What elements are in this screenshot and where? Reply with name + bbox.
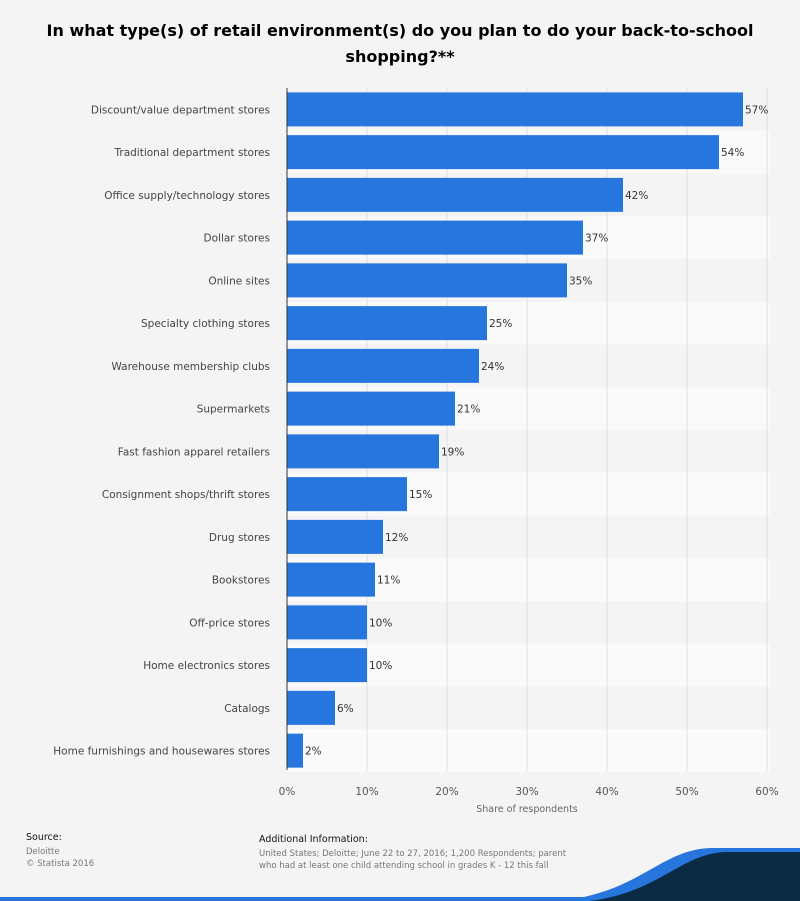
bar[interactable] (287, 562, 375, 597)
value-label: 37% (585, 233, 608, 245)
bar[interactable] (287, 690, 335, 725)
row-band (287, 686, 770, 730)
value-label: 2% (305, 746, 322, 758)
category-label: Off-price stores (189, 617, 270, 629)
category-label: Online sites (208, 275, 270, 287)
bar[interactable] (287, 220, 583, 255)
category-label: Drug stores (209, 532, 270, 544)
bar[interactable] (287, 519, 383, 554)
bar[interactable] (287, 733, 303, 768)
category-label: Office supply/technology stores (104, 190, 270, 202)
x-axis-label: Share of respondents (476, 804, 578, 815)
copyright-text: © Statista 2016 (26, 859, 95, 869)
value-label: 19% (441, 446, 464, 458)
bar[interactable] (287, 648, 367, 683)
source-label: Source: (26, 832, 62, 843)
row-band (287, 729, 770, 772)
bar[interactable] (287, 306, 487, 341)
category-label: Bookstores (212, 575, 270, 587)
bar[interactable] (287, 434, 439, 469)
value-label: 24% (481, 361, 504, 373)
bar[interactable] (287, 348, 479, 383)
value-label: 21% (457, 404, 480, 416)
bar[interactable] (287, 477, 407, 512)
category-label: Warehouse membership clubs (111, 361, 270, 373)
x-tick-label: 10% (355, 786, 378, 798)
category-label: Home furnishings and housewares stores (53, 746, 270, 758)
x-tick-label: 0% (279, 786, 296, 798)
x-tick-label: 50% (675, 786, 698, 798)
x-tick-label: 40% (595, 786, 618, 798)
category-label: Discount/value department stores (91, 104, 270, 116)
category-label: Dollar stores (204, 233, 270, 245)
x-tick-label: 30% (515, 786, 538, 798)
value-label: 42% (625, 190, 648, 202)
x-tick-label: 60% (755, 786, 778, 798)
category-label: Fast fashion apparel retailers (118, 446, 270, 458)
value-label: 57% (745, 104, 768, 116)
chart-title: In what type(s) of retail environment(s)… (46, 21, 754, 66)
bar[interactable] (287, 92, 743, 127)
value-label: 25% (489, 318, 512, 330)
footer-navy-wave (590, 852, 800, 901)
category-label: Consignment shops/thrift stores (102, 489, 270, 501)
bar[interactable] (287, 605, 367, 640)
value-label: 10% (369, 617, 392, 629)
source-name: Deloitte (26, 847, 60, 857)
category-label: Catalogs (224, 703, 270, 715)
additional-info-label: Additional Information: (259, 834, 368, 845)
value-label: 6% (337, 703, 354, 715)
category-label: Traditional department stores (114, 147, 271, 159)
bar[interactable] (287, 391, 455, 426)
value-label: 15% (409, 489, 432, 501)
value-label: 10% (369, 660, 392, 672)
additional-info-line-2: who had at least one child attending sch… (259, 861, 549, 871)
x-tick-label: 20% (435, 786, 458, 798)
value-label: 12% (385, 532, 408, 544)
value-label: 54% (721, 147, 744, 159)
category-label: Home electronics stores (143, 660, 270, 672)
footer-wave-decoration (0, 848, 800, 901)
bar[interactable] (287, 177, 623, 212)
bar[interactable] (287, 135, 719, 170)
footer-source: Source: Deloitte © Statista 2016 (26, 832, 94, 870)
category-label: Specialty clothing stores (141, 318, 270, 330)
footer-bottom-stripe (0, 897, 800, 901)
footer-additional-info: Additional Information: United States; D… (259, 834, 579, 872)
bar[interactable] (287, 263, 567, 298)
bar-chart: Discount/value department stores Traditio… (53, 88, 779, 815)
additional-info-line-1: United States; Deloitte; June 22 to 27, … (259, 849, 567, 859)
value-label: 35% (569, 275, 592, 287)
value-label: 11% (377, 575, 400, 587)
category-label: Supermarkets (197, 404, 270, 416)
